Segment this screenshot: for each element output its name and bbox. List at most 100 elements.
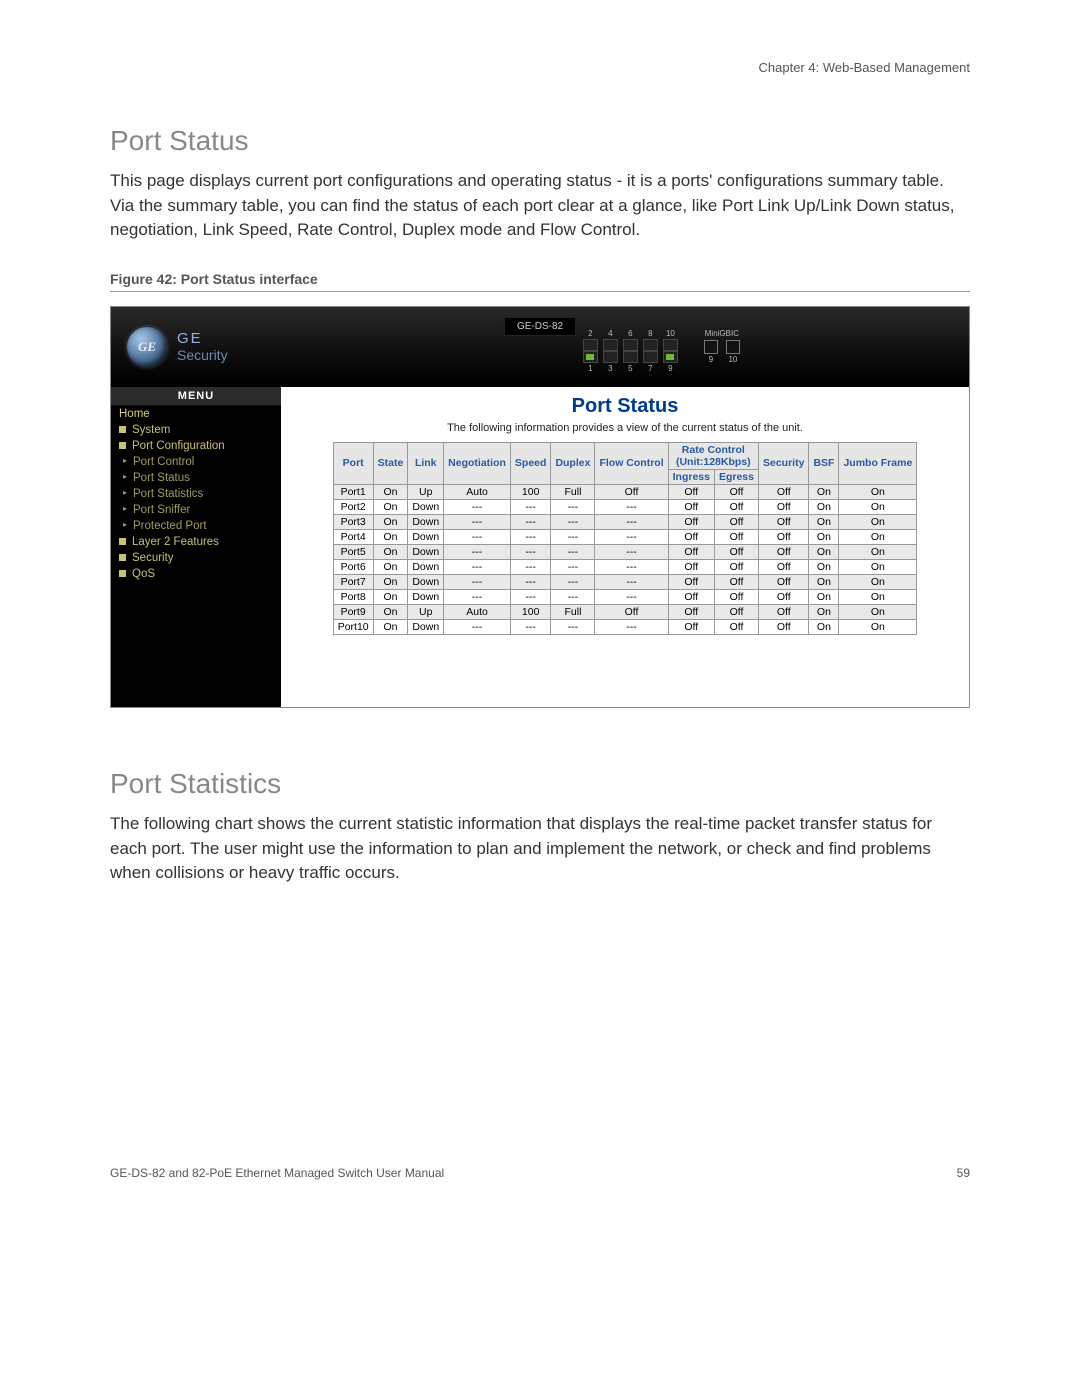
table-cell: Off [759, 514, 809, 529]
port-status-table: PortStateLinkNegotiationSpeedDuplexFlow … [333, 442, 918, 635]
menu-item[interactable]: System [111, 422, 281, 438]
table-row: Port10OnDown------------OffOffOffOnOn [333, 619, 917, 634]
table-cell: On [809, 619, 839, 634]
table-cell: Off [668, 619, 714, 634]
menu-item[interactable]: Port Control [111, 454, 281, 470]
table-cell: Port4 [333, 529, 373, 544]
table-row: Port6OnDown------------OffOffOffOnOn [333, 559, 917, 574]
menu-item[interactable]: Layer 2 Features [111, 534, 281, 550]
table-cell: --- [595, 619, 668, 634]
table-cell: On [373, 619, 408, 634]
table-cell: Off [714, 529, 758, 544]
table-header: Security [759, 442, 809, 484]
table-cell: --- [595, 529, 668, 544]
table-cell: Off [759, 499, 809, 514]
table-cell: --- [551, 514, 595, 529]
table-cell: Port3 [333, 514, 373, 529]
table-cell: Down [408, 589, 444, 604]
menu-item[interactable]: Port Configuration [111, 438, 281, 454]
table-cell: Down [408, 529, 444, 544]
menu-item[interactable]: Port Sniffer [111, 502, 281, 518]
table-cell: --- [444, 559, 511, 574]
table-header: BSF [809, 442, 839, 484]
table-cell: On [809, 499, 839, 514]
table-cell: --- [510, 514, 551, 529]
gbic-label: MiniGBIC [705, 329, 739, 338]
menu-header: MENU [111, 387, 281, 406]
menu-item[interactable]: Port Status [111, 470, 281, 486]
table-cell: --- [551, 589, 595, 604]
table-cell: Off [759, 559, 809, 574]
table-cell: On [809, 574, 839, 589]
table-cell: On [809, 514, 839, 529]
table-cell: Off [668, 589, 714, 604]
table-cell: Port9 [333, 604, 373, 619]
menu-item[interactable]: Protected Port [111, 518, 281, 534]
table-cell: --- [551, 529, 595, 544]
table-cell: 100 [510, 604, 551, 619]
table-cell: Up [408, 484, 444, 499]
table-cell: --- [551, 574, 595, 589]
table-header: Rate Control(Unit:128Kbps) [668, 442, 758, 469]
table-cell: Off [668, 484, 714, 499]
table-cell: --- [444, 574, 511, 589]
table-cell: On [839, 604, 917, 619]
table-cell: Off [595, 484, 668, 499]
table-cell: Off [714, 619, 758, 634]
table-header: State [373, 442, 408, 484]
table-header: Port [333, 442, 373, 484]
table-cell: On [373, 484, 408, 499]
menu-item[interactable]: Security [111, 550, 281, 566]
table-header: Speed [510, 442, 551, 484]
table-header: Flow Control [595, 442, 668, 484]
table-cell: --- [551, 559, 595, 574]
table-cell: Down [408, 544, 444, 559]
table-cell: --- [510, 559, 551, 574]
table-cell: On [373, 544, 408, 559]
section-body-port-statistics: The following chart shows the current st… [110, 812, 970, 886]
table-cell: On [809, 589, 839, 604]
table-cell: On [373, 604, 408, 619]
table-cell: Off [759, 529, 809, 544]
table-cell: Off [714, 574, 758, 589]
device-model-label: GE-DS-82 [504, 317, 576, 336]
table-header: Jumbo Frame [839, 442, 917, 484]
table-row: Port4OnDown------------OffOffOffOnOn [333, 529, 917, 544]
table-cell: 100 [510, 484, 551, 499]
table-header: Ingress [668, 469, 714, 484]
table-cell: Port6 [333, 559, 373, 574]
table-cell: Off [759, 589, 809, 604]
table-cell: --- [595, 559, 668, 574]
table-row: Port3OnDown------------OffOffOffOnOn [333, 514, 917, 529]
menu-item[interactable]: QoS [111, 566, 281, 582]
table-cell: Off [759, 604, 809, 619]
table-cell: On [373, 574, 408, 589]
menu-item[interactable]: Port Statistics [111, 486, 281, 502]
table-cell: --- [595, 589, 668, 604]
section-title-port-status: Port Status [110, 125, 970, 157]
table-cell: Down [408, 619, 444, 634]
table-cell: Off [668, 574, 714, 589]
section-title-port-statistics: Port Statistics [110, 768, 970, 800]
table-cell: Port7 [333, 574, 373, 589]
table-cell: Up [408, 604, 444, 619]
table-cell: --- [595, 514, 668, 529]
table-cell: --- [510, 529, 551, 544]
table-cell: --- [510, 589, 551, 604]
table-cell: Off [759, 484, 809, 499]
table-cell: --- [551, 619, 595, 634]
table-cell: On [373, 589, 408, 604]
table-cell: Off [714, 484, 758, 499]
table-cell: --- [444, 499, 511, 514]
table-cell: On [373, 499, 408, 514]
table-cell: On [839, 589, 917, 604]
table-cell: --- [510, 574, 551, 589]
port-graphic: 246810 13579 MiniGBIC 910 [583, 329, 740, 373]
footer-page-number: 59 [957, 1166, 970, 1180]
table-cell: Off [714, 589, 758, 604]
menu-item[interactable]: Home [111, 406, 281, 422]
table-cell: Full [551, 604, 595, 619]
table-cell: Port5 [333, 544, 373, 559]
table-cell: Off [668, 559, 714, 574]
table-cell: On [373, 559, 408, 574]
